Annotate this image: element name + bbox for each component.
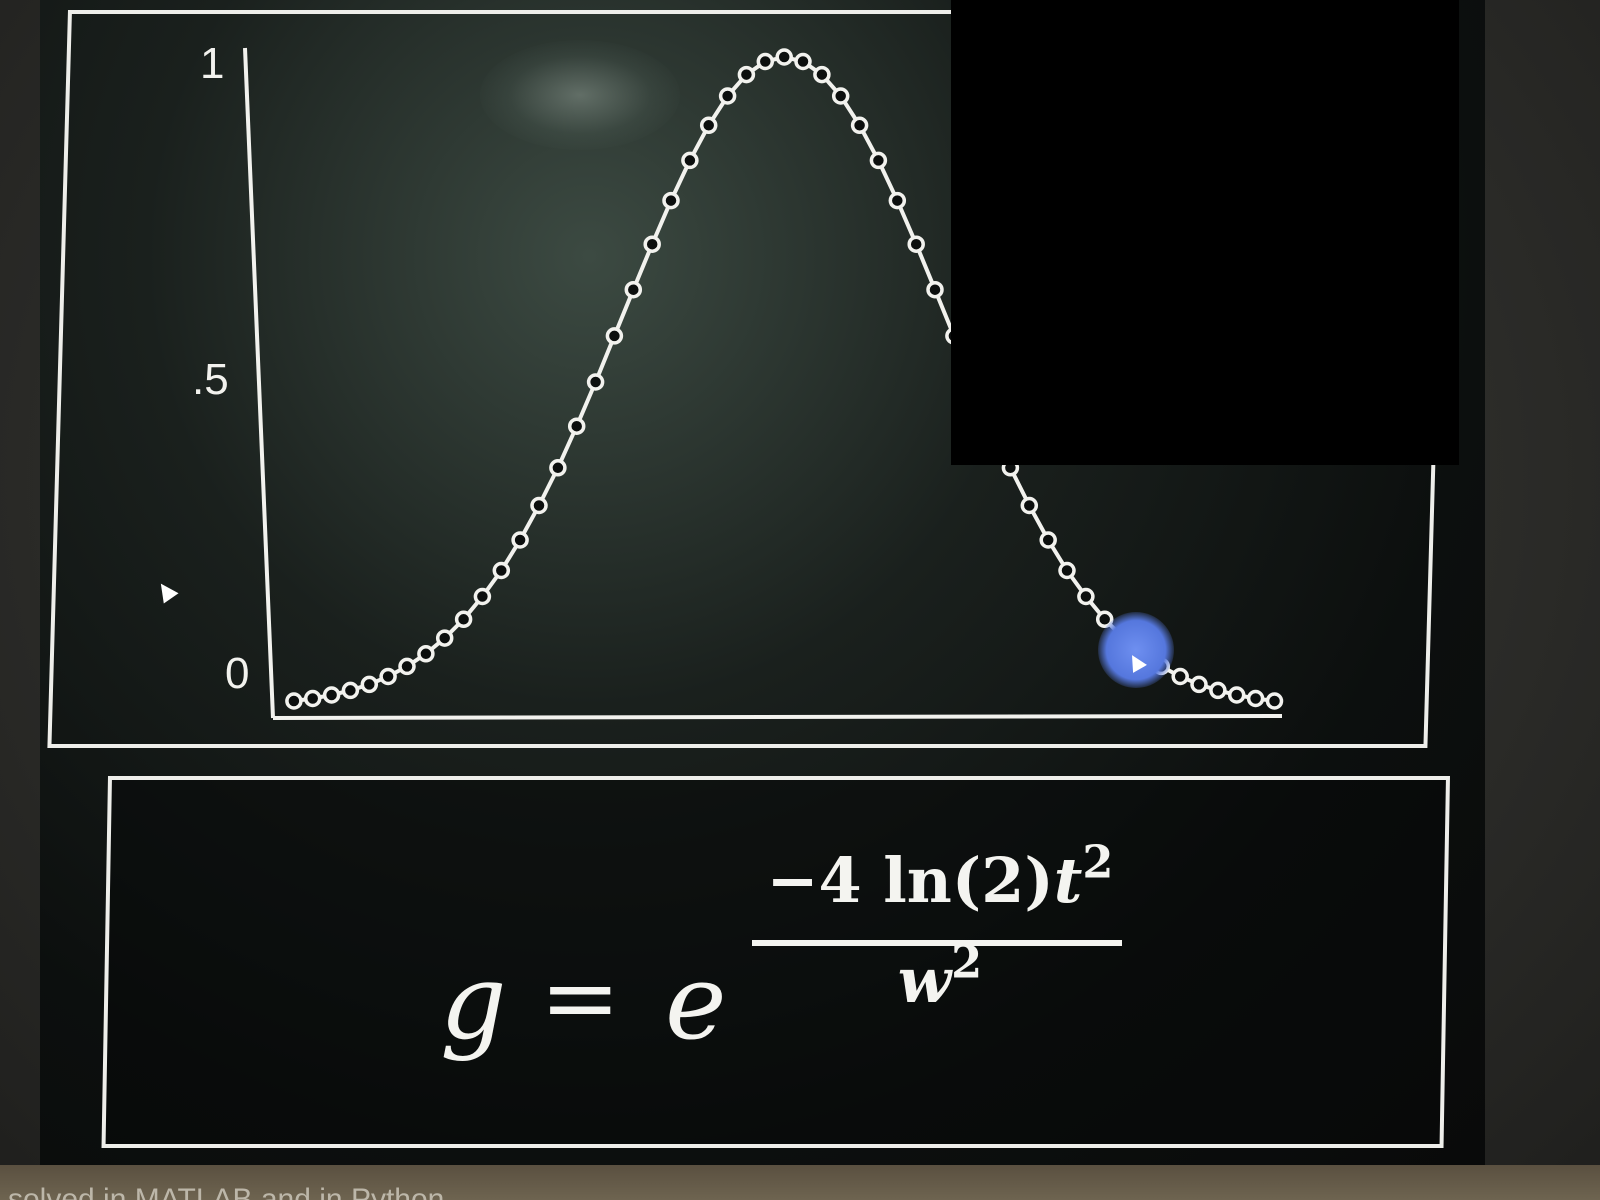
data-point-marker — [737, 65, 756, 84]
redaction-box — [951, 0, 1459, 465]
data-point-marker — [473, 587, 492, 606]
y-axis-line — [243, 47, 275, 719]
data-point-marker — [435, 629, 454, 647]
formula-base: e — [665, 941, 727, 1063]
caption-strip: solved in MATLAB and in Python — [0, 1165, 1600, 1200]
data-point-marker — [322, 686, 341, 704]
data-point-marker — [303, 689, 322, 708]
data-point-marker — [586, 373, 605, 391]
data-point-marker — [360, 675, 379, 694]
data-point-marker — [492, 561, 511, 580]
data-point-marker — [1171, 667, 1189, 686]
data-point-marker — [1077, 587, 1095, 606]
data-point-marker — [624, 280, 643, 299]
data-point-marker — [417, 645, 435, 663]
formula-equals: = — [540, 942, 621, 1054]
numerator-coefficient: −4 ln(2) — [766, 844, 1054, 917]
data-point-marker — [718, 87, 737, 105]
data-point-marker — [643, 235, 661, 253]
data-point-marker — [888, 191, 907, 210]
denominator-exponent: 2 — [951, 935, 983, 989]
data-point-marker — [530, 496, 548, 515]
data-point-marker — [831, 87, 850, 105]
data-point-marker — [907, 235, 925, 253]
data-point-marker — [1265, 692, 1284, 710]
data-point-marker — [379, 667, 397, 686]
click-highlight — [1098, 612, 1174, 688]
data-point-marker — [1190, 675, 1208, 694]
data-point-marker — [1020, 496, 1039, 515]
data-point-marker — [549, 459, 567, 477]
fraction-bar — [752, 940, 1122, 946]
data-point-marker — [699, 116, 718, 135]
data-point-marker — [341, 681, 360, 700]
data-point-marker — [454, 610, 473, 629]
data-point-marker — [794, 52, 812, 71]
data-point-marker — [681, 151, 699, 170]
data-point-marker — [756, 52, 775, 71]
denominator-variable: w — [897, 944, 952, 1017]
data-point-marker — [1209, 681, 1227, 700]
data-point-marker — [1227, 686, 1246, 704]
data-point-marker — [850, 116, 869, 135]
data-point-marker — [567, 417, 586, 435]
y-tick-label-0: 0 — [225, 649, 250, 698]
data-point-marker — [869, 151, 888, 170]
y-tick-label-0-5: .5 — [192, 355, 229, 404]
caption-text: solved in MATLAB and in Python — [8, 1183, 445, 1200]
formula-numerator: −4 ln(2)t2 — [755, 840, 1125, 912]
data-point-marker — [813, 65, 831, 84]
formula-lhs: g — [440, 941, 507, 1063]
data-point-marker — [285, 692, 303, 710]
data-point-marker — [775, 48, 793, 66]
formula-denominator: w2 — [755, 940, 1125, 1012]
data-point-marker — [662, 191, 680, 210]
data-point-marker — [1039, 531, 1057, 549]
data-point-marker — [1058, 561, 1076, 580]
y-tick-label-1: 1 — [200, 39, 225, 88]
numerator-variable: t — [1053, 844, 1083, 917]
data-point-marker — [1246, 689, 1265, 708]
numerator-exponent: 2 — [1082, 835, 1114, 889]
gaussian-formula: g = e −4 ln(2)t2 w2 — [440, 840, 1160, 1080]
data-point-marker — [926, 280, 944, 299]
data-point-marker — [605, 327, 624, 345]
x-axis-line — [272, 714, 1283, 720]
data-point-marker — [511, 531, 529, 549]
data-point-marker — [398, 657, 416, 676]
